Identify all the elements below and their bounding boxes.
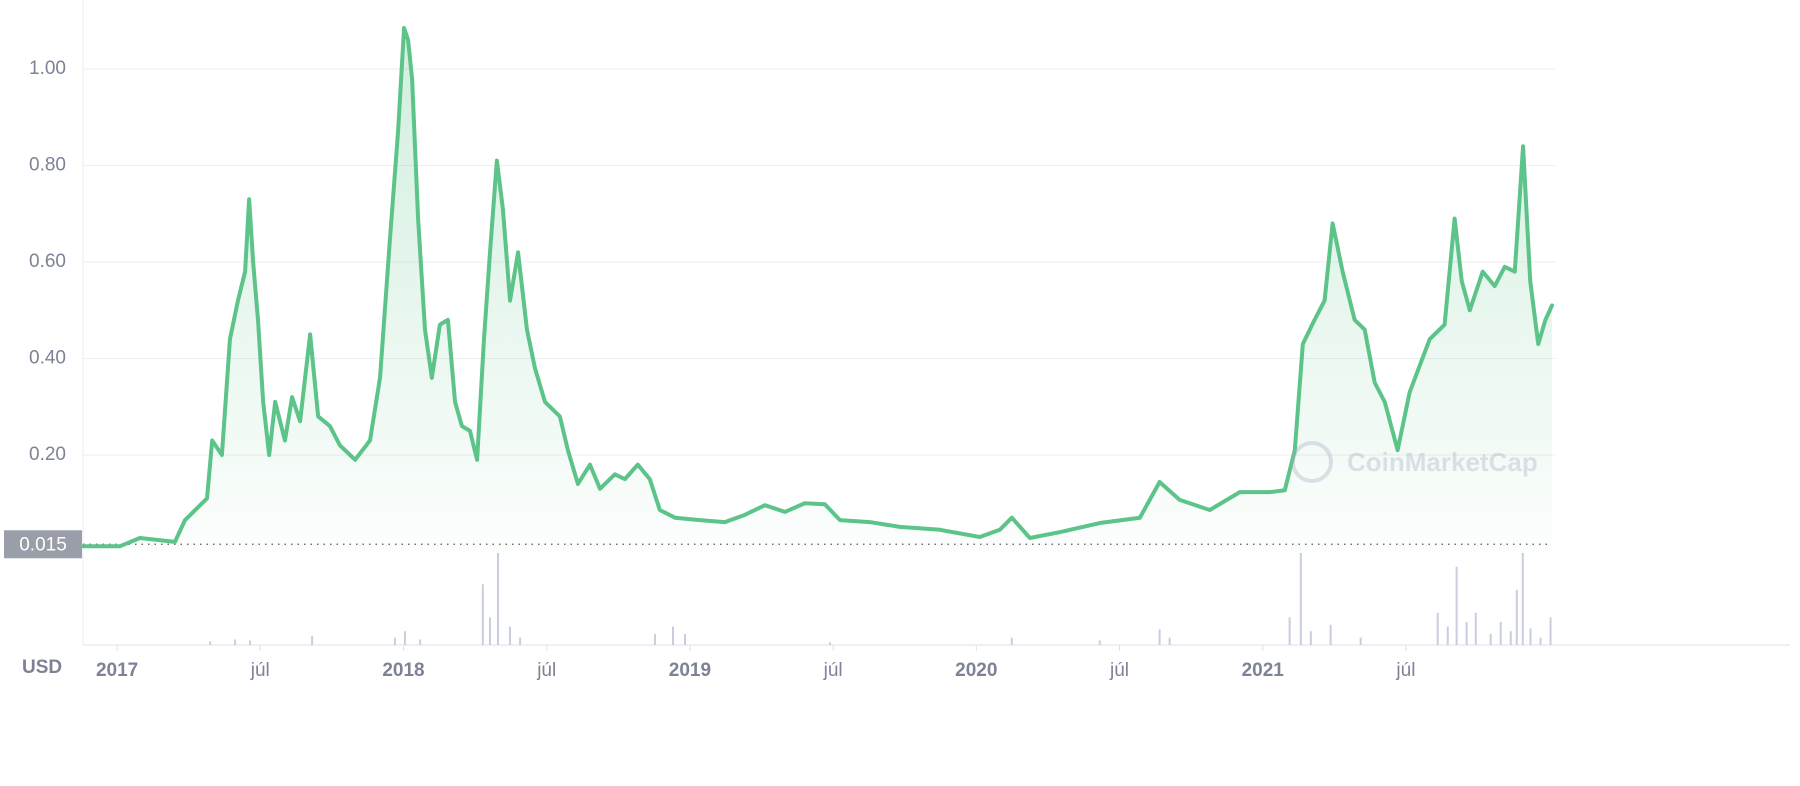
- volume-bar: [1158, 629, 1161, 645]
- volume-bar: [1474, 612, 1477, 645]
- volume-bar: [1098, 640, 1101, 645]
- volume-bar: [1539, 637, 1542, 645]
- volume-bar: [419, 639, 422, 645]
- x-tick-label: júl: [1395, 660, 1415, 681]
- price-line: [81, 25, 1554, 549]
- volume-bar: [311, 635, 314, 645]
- y-tick-label: 0.80: [29, 155, 66, 176]
- volume-bar: [497, 553, 500, 645]
- currency-label: USD: [22, 657, 62, 678]
- volume-bar: [828, 642, 831, 645]
- volume-bar: [519, 637, 522, 645]
- x-tick-label: júl: [1109, 660, 1129, 681]
- volume-bar: [1446, 626, 1449, 645]
- volume-bar: [1329, 624, 1332, 645]
- x-tick-label: 2021: [1242, 660, 1285, 681]
- volume-bar: [1299, 553, 1302, 645]
- volume-bar: [1521, 553, 1524, 645]
- volume-bar: [1436, 612, 1439, 645]
- volume-bar: [1288, 617, 1291, 645]
- volume-bar: [234, 639, 237, 645]
- y-tick-label: 1.00: [29, 58, 66, 79]
- volume-bar: [1010, 637, 1013, 645]
- volume-bar: [1465, 622, 1468, 645]
- volume-bar: [1499, 622, 1502, 645]
- watermark-logo: [1291, 441, 1333, 483]
- volume-bar: [1509, 631, 1512, 645]
- volume-bar: [1309, 631, 1312, 645]
- volume-bar: [1168, 637, 1171, 645]
- x-tick-label: 2017: [96, 660, 138, 681]
- x-tick-label: júl: [823, 660, 843, 681]
- x-tick-label: 2020: [955, 660, 997, 681]
- volume-bar: [1489, 633, 1492, 645]
- x-tick-label: 2018: [382, 660, 424, 681]
- volume-bar: [393, 637, 396, 645]
- volume-bar: [1515, 589, 1518, 645]
- volume-bar: [481, 584, 484, 645]
- y-tick-label: 0.60: [29, 251, 66, 272]
- current-price-label: 0.015: [19, 534, 67, 555]
- watermark-text: CoinMarketCap: [1347, 447, 1538, 477]
- volume-bar: [1529, 628, 1532, 645]
- volume-bar: [1359, 637, 1362, 645]
- price-area: [83, 27, 1552, 552]
- volume-bar: [209, 641, 212, 645]
- current-price-box: [4, 530, 82, 559]
- x-tick-label: júl: [250, 660, 270, 681]
- volume-bar: [672, 626, 675, 645]
- x-tick-label: júl: [536, 660, 556, 681]
- y-tick-label: 0.20: [29, 444, 66, 465]
- volume-bar: [684, 633, 687, 645]
- watermark: CoinMarketCap: [1291, 441, 1538, 483]
- volume-bar: [403, 631, 406, 645]
- volume-bar: [509, 626, 512, 645]
- y-tick-label: 0.40: [29, 348, 66, 369]
- x-tick-label: 2019: [669, 660, 711, 681]
- volume-bar: [653, 633, 656, 645]
- volume-bar: [248, 640, 251, 645]
- volume-bar: [1549, 617, 1552, 645]
- volume-bar: [1455, 566, 1458, 645]
- volume-bar: [488, 617, 491, 645]
